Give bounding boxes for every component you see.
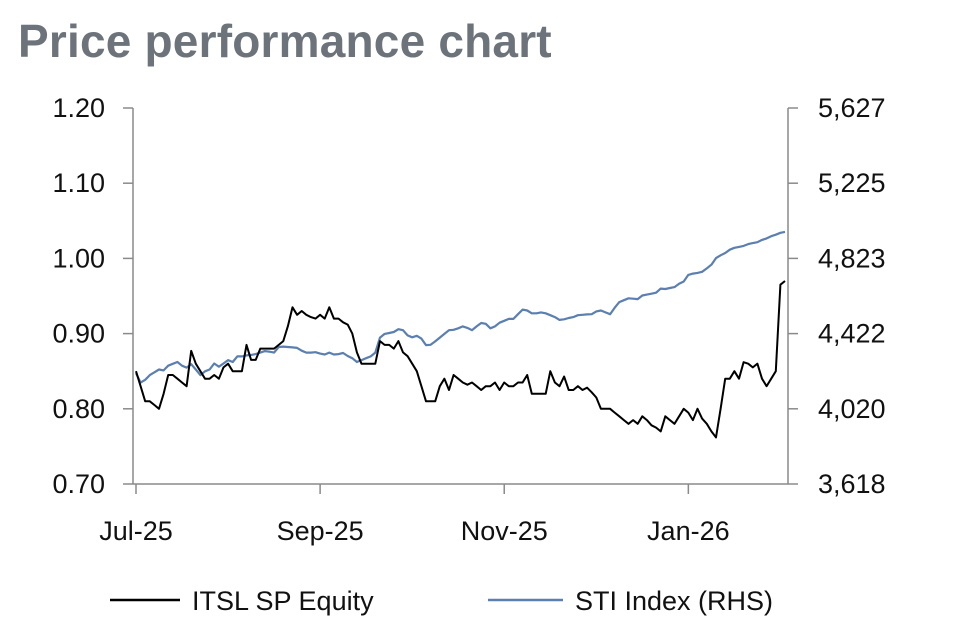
left-y-tick-label: 0.80 [52, 394, 105, 424]
left-y-tick-label: 1.10 [52, 168, 105, 198]
right-y-tick-label: 4,020 [818, 394, 886, 424]
series-line-sti-index [135, 230, 786, 384]
chart-legend: ITSL SP Equity STI Index (RHS) [110, 586, 773, 616]
left-y-tick-label: 1.00 [52, 243, 105, 273]
chart-title: Price performance chart [18, 15, 552, 67]
right-y-tick-label: 3,618 [818, 469, 886, 499]
right-y-tick-label: 5,627 [818, 93, 886, 123]
x-tick-label: Jul-25 [99, 516, 173, 546]
right-y-tick-label: 4,422 [818, 319, 886, 349]
x-tick-label: Nov-25 [461, 516, 548, 546]
series-line-itsl-sp-equity [135, 280, 786, 439]
left-y-tick-label: 1.20 [52, 93, 105, 123]
legend-label: ITSL SP Equity [192, 586, 374, 616]
legend-label: STI Index (RHS) [575, 586, 773, 616]
right-y-tick-label: 5,225 [818, 168, 886, 198]
x-tick-label: Jan-26 [647, 516, 730, 546]
x-tick-label: Sep-25 [277, 516, 364, 546]
right-y-tick-label: 4,823 [818, 243, 886, 273]
chart-axes: 1.20 1.10 1.00 0.90 0.80 0.70 5,627 5,225 4,823 4… [52, 93, 885, 546]
left-y-tick-label: 0.70 [52, 469, 105, 499]
chart-series [135, 230, 786, 439]
left-y-tick-label: 0.90 [52, 319, 105, 349]
